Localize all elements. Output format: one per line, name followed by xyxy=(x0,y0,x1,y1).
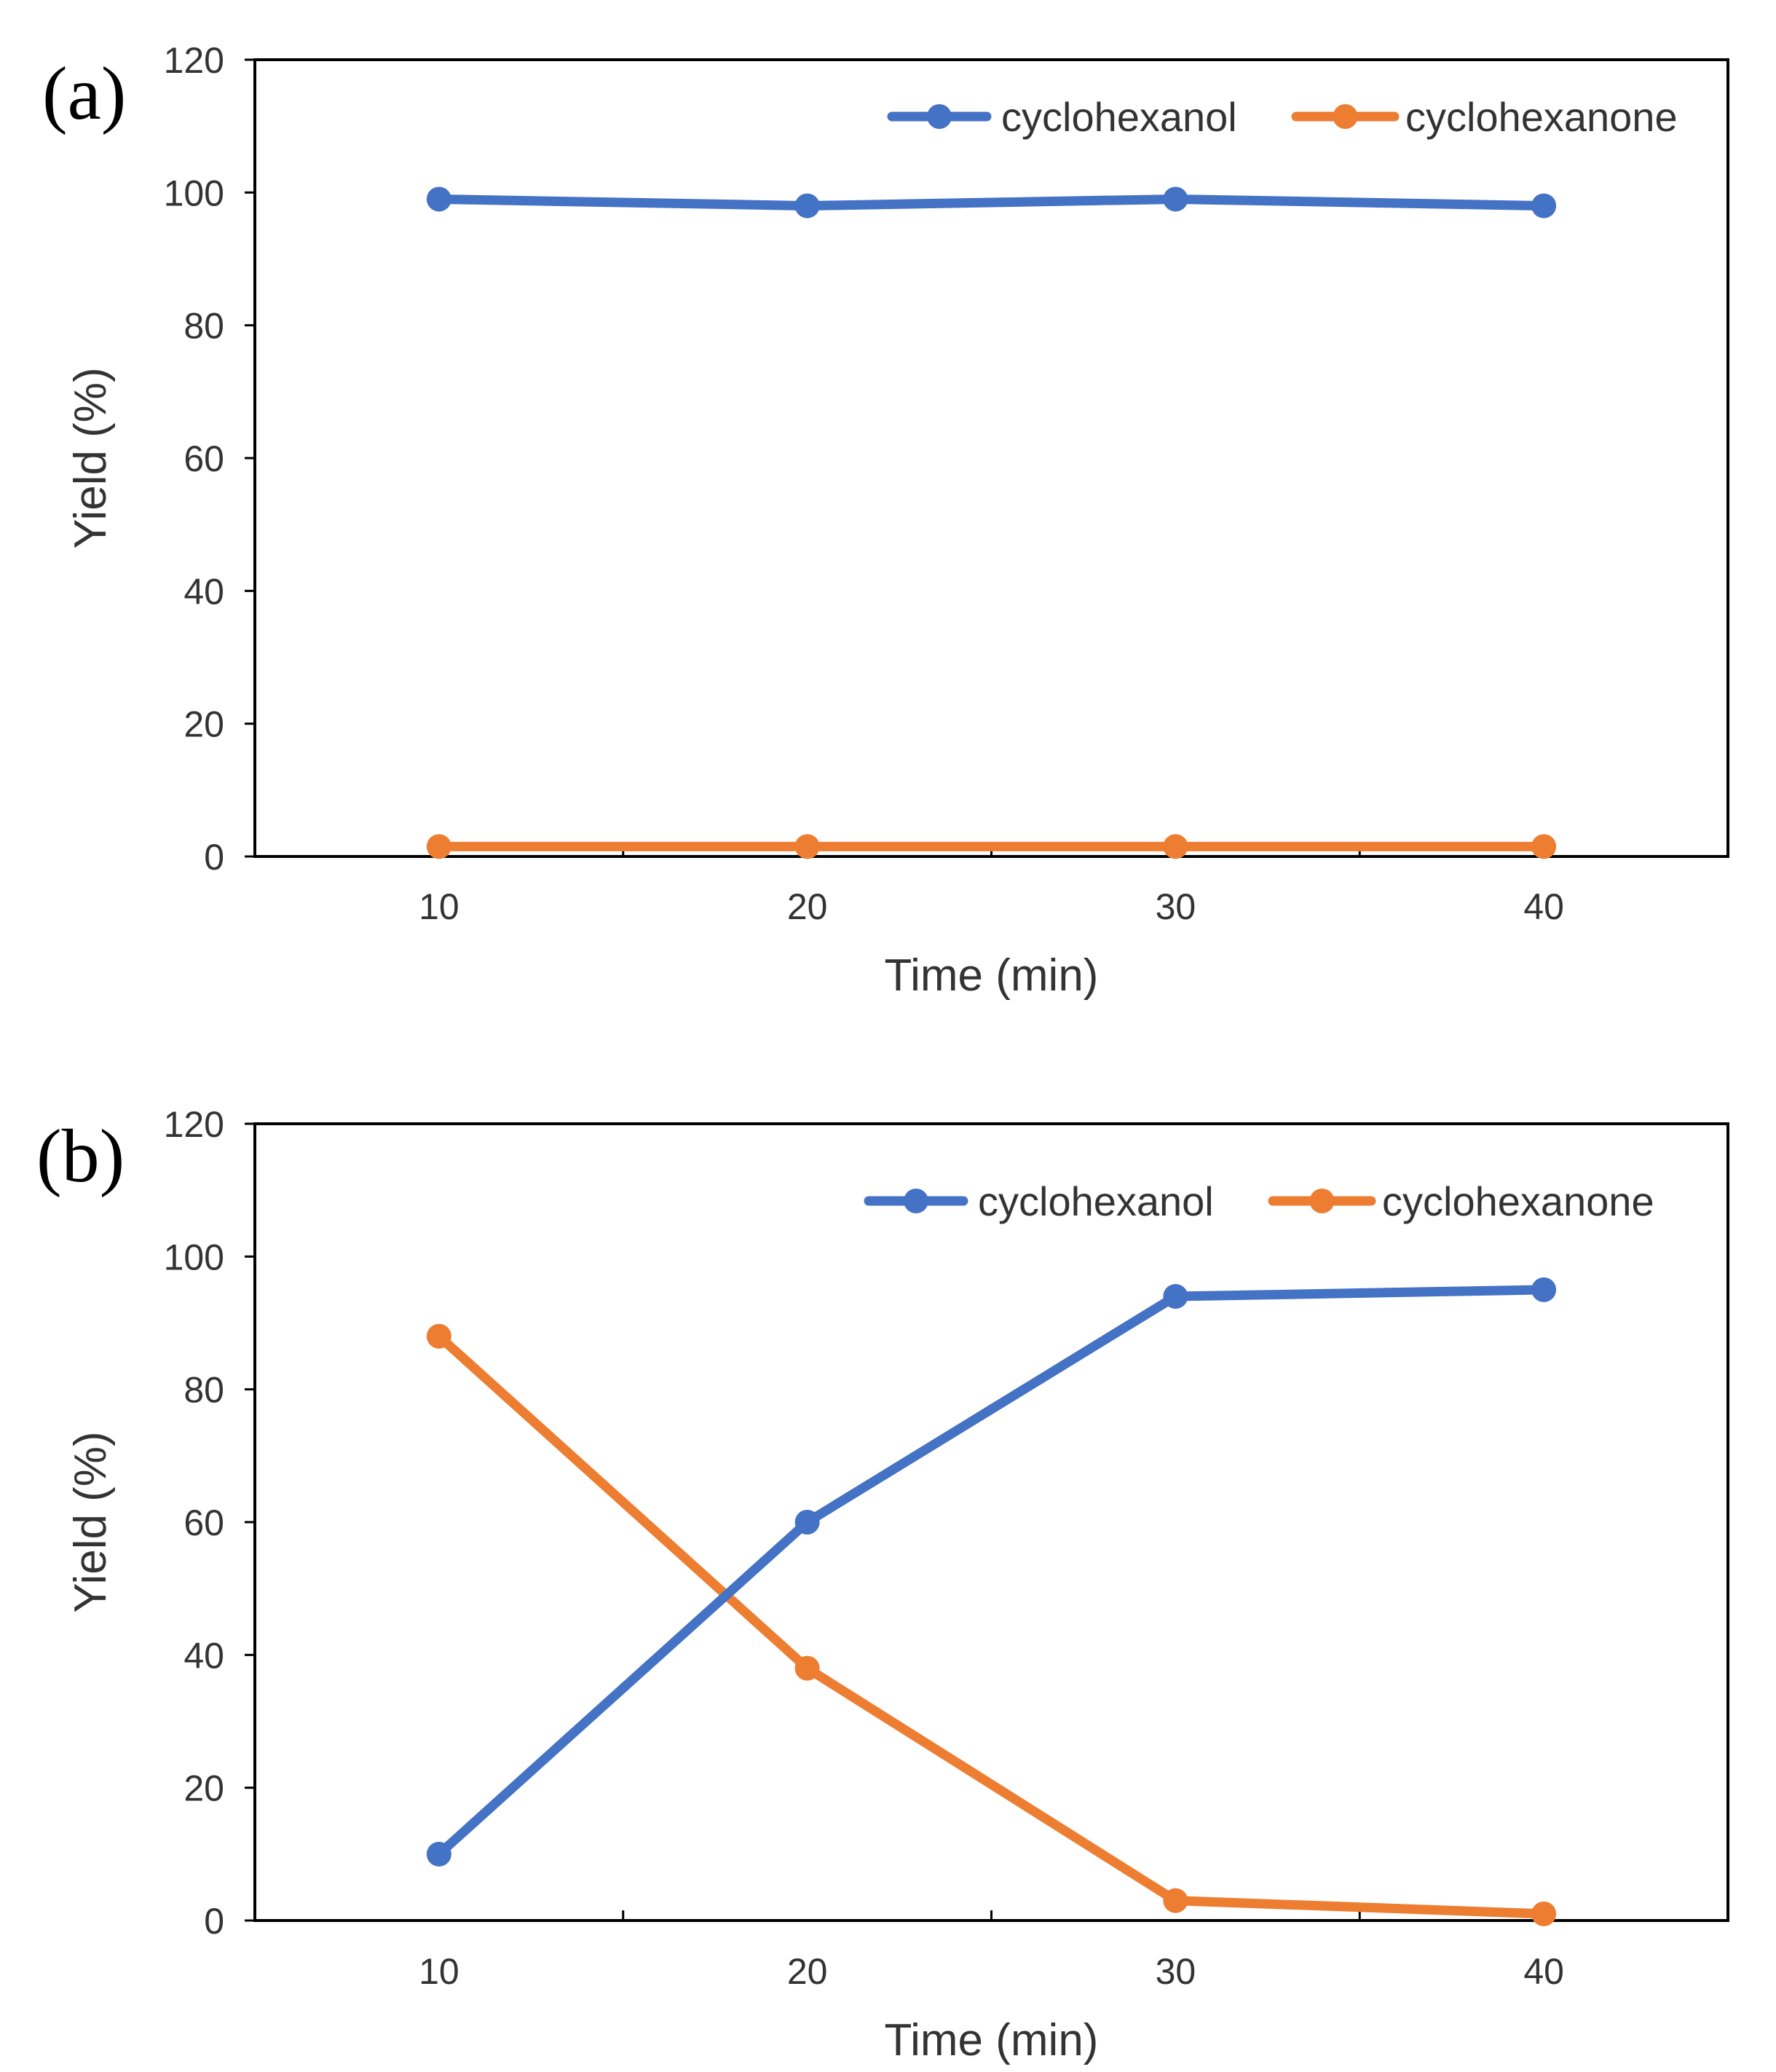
data-point-cyclohexanol xyxy=(1163,186,1188,212)
x-tick-label: 30 xyxy=(1156,886,1196,927)
series-line-cyclohexanol xyxy=(434,1285,1549,1859)
x-tick-label: 10 xyxy=(419,1951,459,1992)
data-point-cyclohexanone xyxy=(1531,834,1557,859)
y-tick-label: 40 xyxy=(183,1635,224,1676)
series-line-cyclohexanone xyxy=(434,1331,1549,1919)
legend-marker-cyclohexanone xyxy=(1309,1189,1335,1213)
x-tick-label: 40 xyxy=(1523,1951,1564,1992)
data-point-cyclohexanone xyxy=(426,1323,451,1349)
y-tick-label: 0 xyxy=(204,837,224,878)
y-tick-label: 120 xyxy=(164,40,224,81)
data-point-cyclohexanone xyxy=(794,1655,820,1681)
series-line-cyclohexanol xyxy=(434,194,1549,211)
plot-frame xyxy=(253,1122,1729,1922)
x-tick-label: 20 xyxy=(787,886,828,927)
data-point-cyclohexanol xyxy=(426,186,451,212)
legend-marker-cyclohexanol xyxy=(927,104,952,129)
legend-entry-cyclohexanone: cyclohexanone xyxy=(1268,1178,1654,1224)
y-tick-label: 20 xyxy=(183,1768,224,1809)
y-tick-label: 120 xyxy=(164,1104,224,1145)
data-point-cyclohexanone xyxy=(1163,1888,1188,1913)
data-point-cyclohexanol xyxy=(794,193,820,218)
y-tick-label: 80 xyxy=(183,1370,224,1411)
x-tick-label: 10 xyxy=(419,886,459,927)
y-axis-title: Yield (%) xyxy=(66,1431,116,1612)
chart-panel-a: 0 20 40 60 80 100 120 10 20 30 40 Time (min) Yield (… xyxy=(42,40,1729,1001)
y-axis-title: Yield (%) xyxy=(66,367,116,548)
y-tick-label: 0 xyxy=(204,1901,224,1942)
legend-entry-cyclohexanone: cyclohexanone xyxy=(1291,94,1678,140)
data-point-cyclohexanol xyxy=(426,1841,451,1867)
x-tick-label: 30 xyxy=(1156,1951,1196,1992)
legend-marker-cyclohexanol xyxy=(904,1189,928,1213)
y-tick-label: 60 xyxy=(183,438,224,479)
x-axis-title: Time (min) xyxy=(885,2015,1099,2065)
data-point-cyclohexanol xyxy=(1531,1277,1557,1302)
data-point-cyclohexanol xyxy=(1163,1284,1188,1309)
y-tick-label: 100 xyxy=(164,173,224,213)
chart-panel-b: 0 20 40 60 80 100 120 10 20 30 40 Time (min) Yield (… xyxy=(36,1104,1729,2065)
data-point-cyclohexanone xyxy=(1531,1901,1557,1926)
y-tick-label: 100 xyxy=(164,1237,224,1277)
y-tick-label: 60 xyxy=(183,1502,224,1543)
x-tick-label: 20 xyxy=(787,1951,828,1992)
data-point-cyclohexanone xyxy=(426,834,451,859)
legend-entry-cyclohexanol: cyclohexanol xyxy=(864,1178,1214,1224)
legend-entry-cyclohexanol: cyclohexanol xyxy=(887,94,1237,140)
legend-marker-cyclohexanone xyxy=(1333,104,1358,129)
y-tick-label: 40 xyxy=(183,571,224,612)
legend-label: cyclohexanone xyxy=(1382,1178,1654,1224)
legend-label: cyclohexanol xyxy=(978,1178,1214,1224)
y-tick-label: 80 xyxy=(183,306,224,347)
legend-label: cyclohexanol xyxy=(1001,94,1237,140)
data-point-cyclohexanone xyxy=(794,834,820,859)
plot-frame xyxy=(253,58,1729,858)
y-tick-label: 20 xyxy=(183,704,224,745)
panel-label: (b) xyxy=(36,1114,125,1198)
x-axis-title: Time (min) xyxy=(885,950,1099,1001)
data-point-cyclohexanol xyxy=(1531,193,1557,218)
x-tick-label: 40 xyxy=(1523,886,1564,927)
panel-label: (a) xyxy=(42,52,126,135)
data-point-cyclohexanol xyxy=(794,1510,820,1535)
data-point-cyclohexanone xyxy=(1163,834,1188,859)
legend-label: cyclohexanone xyxy=(1405,94,1678,140)
